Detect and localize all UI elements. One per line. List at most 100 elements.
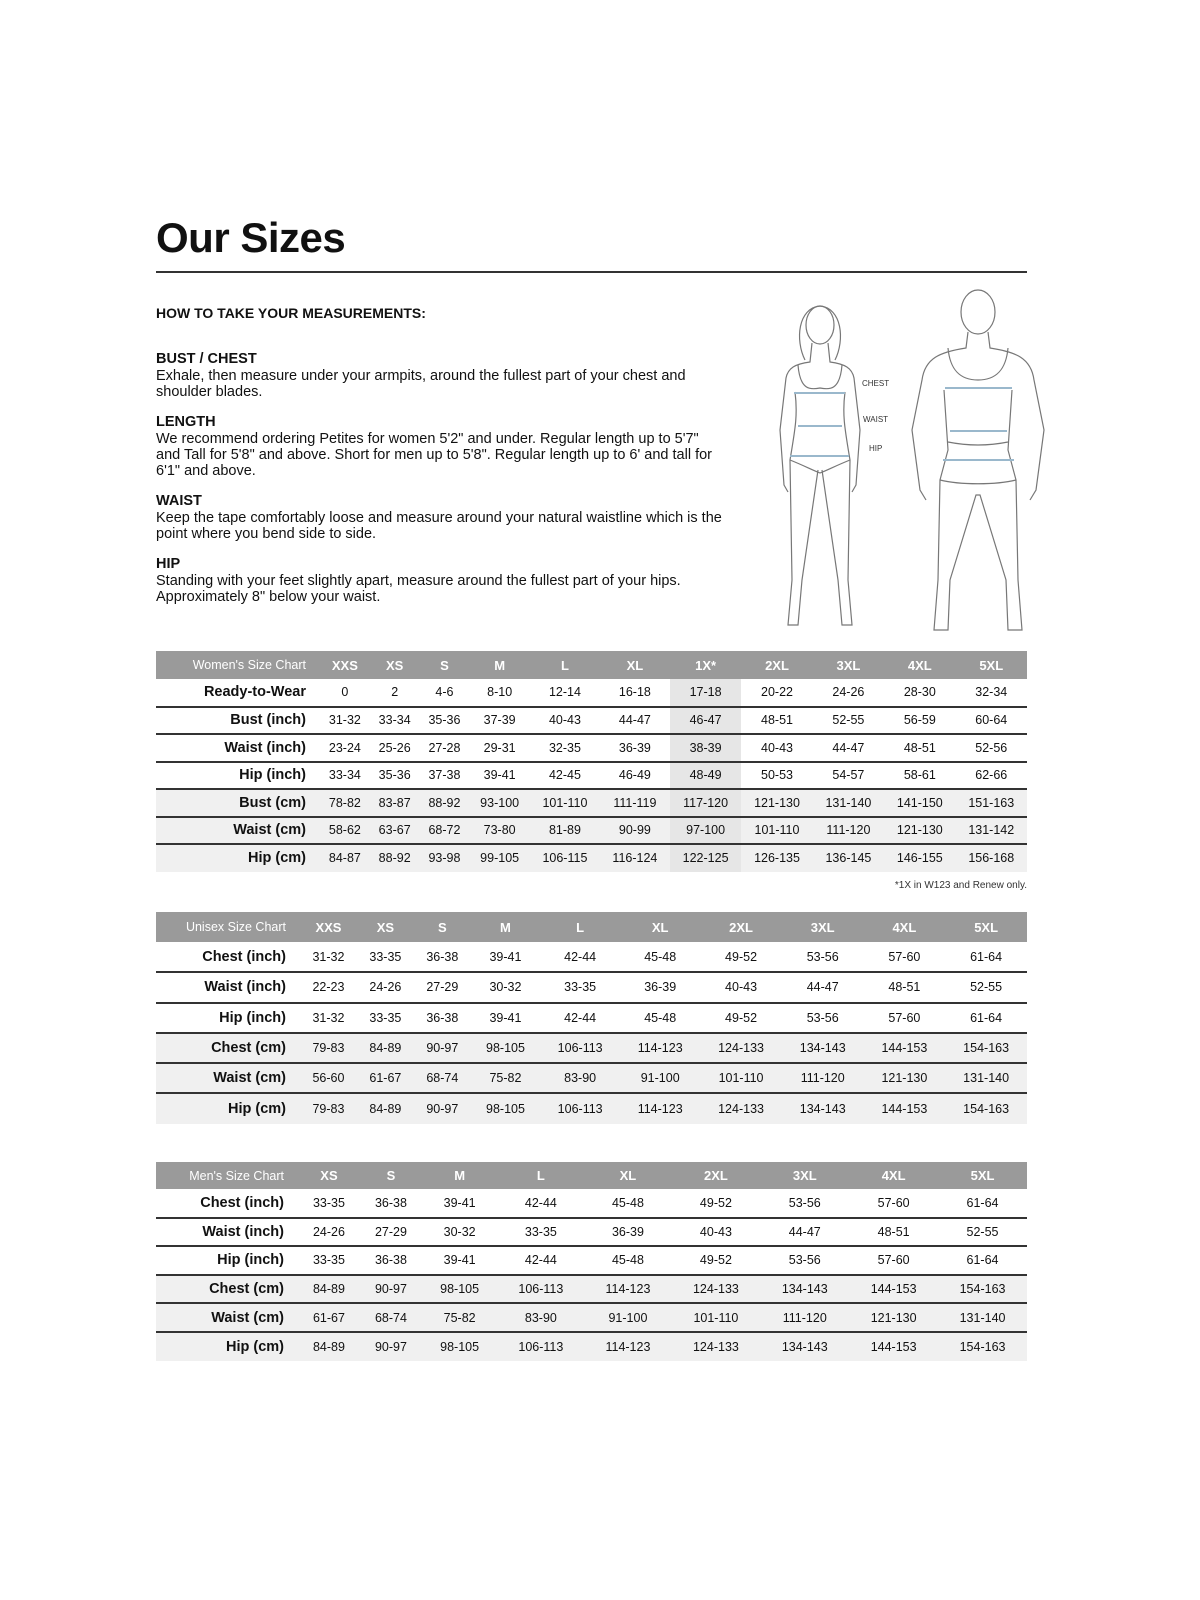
size-cell: 20-22 <box>741 679 813 708</box>
size-cell: 12-14 <box>529 679 600 708</box>
header-row: Unisex Size Chart XXS XS S M L XL 2XL 3XL 4XL 5XL <box>156 912 1027 942</box>
row-label: Hip (inch) <box>156 1246 298 1276</box>
size-cell: 25-26 <box>369 734 420 763</box>
size-cell: 53-56 <box>781 942 864 974</box>
size-cell: 16-18 <box>599 679 670 708</box>
size-cell: 136-145 <box>812 844 885 872</box>
size-cell: 48-51 <box>849 1217 939 1248</box>
size-cell: 111-120 <box>781 1063 864 1095</box>
row-label: Hip (inch) <box>156 1002 300 1034</box>
size-cell: 56-59 <box>884 706 956 735</box>
size-cell: 31-32 <box>300 942 357 974</box>
chart-title: Women's Size Chart <box>156 651 320 679</box>
size-cell: 99-105 <box>469 844 530 872</box>
row-label: Waist (inch) <box>156 734 320 763</box>
size-header: XS <box>356 912 414 942</box>
size-cell: 49-52 <box>671 1246 761 1276</box>
size-cell: 61-64 <box>938 1246 1027 1276</box>
size-cell: 37-39 <box>469 706 530 735</box>
size-cell: 154-163 <box>945 1032 1027 1065</box>
size-cell: 151-163 <box>955 789 1027 818</box>
size-cell: 131-142 <box>955 816 1027 845</box>
size-cell: 33-35 <box>356 942 414 974</box>
size-header: M <box>470 912 541 942</box>
size-cell: 40-43 <box>741 734 813 763</box>
size-cell: 42-45 <box>529 761 600 790</box>
size-cell: 45-48 <box>620 1002 701 1034</box>
size-cell: 98-105 <box>421 1274 498 1305</box>
size-cell: 45-48 <box>620 942 701 974</box>
size-cell: 40-43 <box>700 972 782 1004</box>
size-cell: 124-133 <box>671 1274 761 1305</box>
size-header: 3XL <box>781 912 864 942</box>
measure-lines <box>790 387 1014 461</box>
size-cell: 93-98 <box>419 844 470 872</box>
size-cell: 36-39 <box>584 1217 672 1248</box>
row-label: Hip (cm) <box>156 1093 300 1124</box>
size-cell: 122-125 <box>669 844 742 872</box>
size-cell: 61-64 <box>945 942 1027 974</box>
size-cell: 131-140 <box>945 1063 1027 1095</box>
table-row: Bust (cm) 78-82 83-87 88-92 93-100 101-110 111… <box>156 789 1027 818</box>
size-cell: 28-30 <box>884 679 956 708</box>
size-cell: 79-83 <box>300 1032 357 1065</box>
size-cell: 52-56 <box>955 734 1027 763</box>
size-cell: 144-153 <box>849 1274 939 1305</box>
size-header: M <box>421 1162 498 1189</box>
chart-title: Unisex Size Chart <box>156 912 300 942</box>
table-row: Waist (inch) 22-23 24-26 27-29 30-32 33-35 36-… <box>156 972 1027 1004</box>
size-cell: 8-10 <box>469 679 530 708</box>
size-cell: 83-90 <box>540 1063 621 1095</box>
size-cell: 134-143 <box>760 1274 850 1305</box>
footnote: *1X in W123 and Renew only. <box>894 880 1027 891</box>
size-cell: 73-80 <box>469 816 530 845</box>
table-row: Waist (cm) 56-60 61-67 68-74 75-82 83-90 91-10… <box>156 1063 1027 1095</box>
size-cell: 36-38 <box>413 1002 471 1034</box>
size-cell: 91-100 <box>584 1303 672 1333</box>
size-cell: 23-24 <box>320 734 370 763</box>
size-cell: 62-66 <box>955 761 1027 790</box>
size-cell: 4-6 <box>419 679 470 708</box>
size-cell: 39-41 <box>421 1246 498 1276</box>
section-bust-chest: BUST / CHEST Exhale, then measure under … <box>156 350 726 400</box>
size-cell: 33-35 <box>298 1189 360 1219</box>
size-header: M <box>469 651 530 679</box>
female-figure-icon <box>779 305 861 626</box>
size-header: XXS <box>300 912 357 942</box>
size-header: S <box>419 651 470 679</box>
size-cell: 126-135 <box>741 844 813 872</box>
size-cell: 111-119 <box>599 789 670 818</box>
size-cell: 78-82 <box>320 789 370 818</box>
table-row: Waist (inch) 24-26 27-29 30-32 33-35 36-39 40-… <box>156 1217 1027 1248</box>
size-cell: 84-89 <box>298 1274 360 1305</box>
size-cell: 57-60 <box>863 942 946 974</box>
size-cell: 27-29 <box>359 1217 422 1248</box>
section-text: Exhale, then measure under your armpits,… <box>156 368 686 400</box>
size-cell: 61-64 <box>938 1189 1027 1219</box>
size-cell: 101-110 <box>700 1063 782 1095</box>
size-cell: 117-120 <box>669 789 742 818</box>
row-label: Waist (cm) <box>156 1303 298 1333</box>
section-heading: LENGTH <box>156 414 216 430</box>
section-heading: BUST / CHEST <box>156 351 257 367</box>
unisex-size-chart: Unisex Size Chart XXS XS S M L XL 2XL 3XL 4XL 5XL C… <box>156 912 1027 1124</box>
table-row: Hip (inch) 33-35 36-38 39-41 42-44 45-48 49-52… <box>156 1246 1027 1276</box>
size-cell: 33-34 <box>369 706 420 735</box>
row-label: Waist (inch) <box>156 1217 298 1248</box>
size-cell: 121-130 <box>884 816 956 845</box>
size-cell: 84-89 <box>356 1093 414 1124</box>
size-header: 4XL <box>884 651 956 679</box>
table-row: Waist (cm) 61-67 68-74 75-82 83-90 91-100 101-… <box>156 1303 1027 1333</box>
size-header: XXS <box>320 651 370 679</box>
size-cell: 17-18 <box>669 679 742 708</box>
size-cell: 36-39 <box>620 972 701 1004</box>
size-cell: 75-82 <box>470 1063 541 1095</box>
size-cell: 101-110 <box>529 789 600 818</box>
size-header: XS <box>298 1162 360 1189</box>
size-header: 2XL <box>741 651 813 679</box>
size-cell: 131-140 <box>812 789 885 818</box>
size-header: 5XL <box>955 651 1027 679</box>
size-cell: 114-123 <box>584 1331 672 1361</box>
size-cell: 88-92 <box>369 844 420 872</box>
size-cell: 124-133 <box>700 1093 782 1124</box>
